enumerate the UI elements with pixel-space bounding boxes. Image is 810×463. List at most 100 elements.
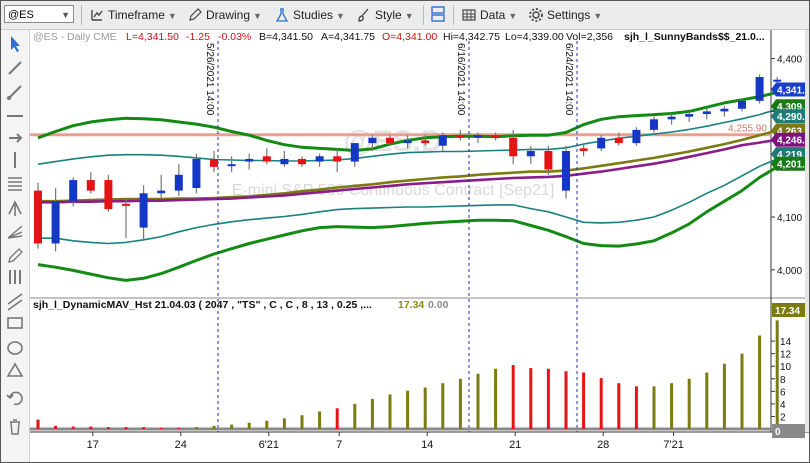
ellipse-icon[interactable] <box>7 341 23 355</box>
layout-button[interactable] <box>429 5 450 25</box>
candle-body <box>509 137 518 157</box>
vertical-line-label: 5/26/2021 14:00 <box>204 43 215 116</box>
candle-body <box>526 151 535 157</box>
indicator-tick-label: 6 <box>780 387 786 398</box>
trash-icon[interactable] <box>10 419 20 435</box>
last-price: L=4,341.50 <box>126 31 179 43</box>
drawing-label: Drawing <box>206 8 251 22</box>
time-tick-label: 7'21 <box>663 439 683 451</box>
candle-body <box>298 158 306 165</box>
candle-body <box>262 156 271 162</box>
timeframe-button[interactable]: Timeframe ▼ <box>89 5 177 25</box>
toolbar-divider <box>423 5 424 25</box>
price-badge-text: 4,309.8 <box>777 102 809 113</box>
studies-button[interactable]: Studies ▼ <box>274 5 345 25</box>
studies-label: Studies <box>293 8 334 22</box>
undo-icon[interactable] <box>6 391 23 406</box>
candle-body <box>227 164 236 167</box>
watermark: @ES.D E-mini S&P 500 Continuous Contract… <box>232 125 555 199</box>
candle-body <box>51 201 60 244</box>
candle-body <box>456 135 465 138</box>
price-tick-label: 4,400 <box>777 55 802 66</box>
study-label[interactable]: sjh_l_SunnyBands$$_21.0... <box>624 31 765 43</box>
price-badge: 4,290.9 <box>771 109 809 124</box>
indicator-tick-label: 12 <box>780 350 792 361</box>
candle-body <box>122 203 130 206</box>
candle-body <box>350 143 359 162</box>
candle-body <box>597 137 606 149</box>
arrow-icon[interactable] <box>9 133 23 143</box>
chart-right-scrollbar[interactable] <box>805 30 809 432</box>
pitchfork-icon[interactable] <box>8 200 22 216</box>
net-change-pct: -0.03% <box>218 31 251 43</box>
zero-badge-text: 0 <box>775 427 781 438</box>
indicator-tick-label: 14 <box>780 337 792 348</box>
pencil-icon[interactable] <box>8 248 23 263</box>
bid-price: B=4,341.50 <box>259 31 313 43</box>
indicator-header: sjh_l_DynamicMAV_Hst 21.04.03 ( 2047 , "… <box>33 299 449 311</box>
trendline-icon[interactable] <box>8 61 22 75</box>
brush-icon <box>358 8 369 22</box>
symbol-interval-label: @ES - Daily CME <box>33 31 117 43</box>
band-outer_lower <box>37 165 778 282</box>
indicator-title[interactable]: sjh_l_DynamicMAV_Hst 21.04.03 ( 2047 , "… <box>33 299 372 311</box>
vertical-line-label: 6/24/2021 14:00 <box>563 43 574 116</box>
price-badge-text: 4,219.2 <box>777 150 809 161</box>
time-tick-label: 17 <box>87 439 99 451</box>
chevron-down-icon: ▼ <box>253 11 262 21</box>
candle-body <box>386 137 394 144</box>
candle-body <box>34 190 42 244</box>
price-badge-text: 4,246.4 <box>777 136 809 147</box>
price-badge-shape <box>771 109 809 124</box>
symbol-value: @ES <box>8 9 34 21</box>
ray-icon[interactable] <box>7 85 22 100</box>
channel-icon[interactable] <box>7 293 23 311</box>
time-tick-label: 6'21 <box>259 439 279 451</box>
settings-label: Settings <box>547 8 591 22</box>
candle-body <box>403 140 412 144</box>
ask-price: A=4,341.75 <box>321 31 375 43</box>
data-label: Data <box>480 8 506 22</box>
band-inner_lower <box>38 158 778 245</box>
watermark-description: E-mini S&P 500 Continuous Contract [Sep2… <box>232 182 555 199</box>
timeframe-icon <box>91 10 103 21</box>
style-button[interactable]: Style ▼ <box>356 5 414 25</box>
chevron-down-icon: ▼ <box>336 11 345 21</box>
chart-header: @ES - Daily CME L=4,341.50 -1.25 -0.03% … <box>33 31 765 43</box>
rectangle-icon[interactable] <box>7 317 23 329</box>
triangle-icon[interactable] <box>6 362 24 377</box>
plot-background <box>30 30 771 432</box>
candle-body <box>174 174 183 191</box>
fibonacci-icon[interactable] <box>8 177 22 191</box>
settings-button[interactable]: Settings ▼ <box>528 5 602 25</box>
chevron-down-icon: ▼ <box>61 10 70 20</box>
vertical-time-lines[interactable]: 5/26/2021 14:00 6/16/2021 14:00 6/24/2021 … <box>204 41 578 432</box>
gann-icon[interactable] <box>7 225 23 239</box>
indicator-badge-text: 17.34 <box>775 306 800 317</box>
time-tick-label: 21 <box>509 439 521 451</box>
candle-body <box>86 180 95 191</box>
time-axis-ticks: 17 24 6'21 7 14 21 28 7'21 <box>87 432 684 451</box>
price-badge-text: 4,263.7 <box>777 127 809 138</box>
toolbar-divider <box>453 5 454 25</box>
candle-body <box>368 137 377 144</box>
volume: Vol=2,356 <box>566 31 613 43</box>
band-mid <box>38 138 778 204</box>
candle-body <box>280 158 289 165</box>
indicator-value: 17.34 <box>398 299 424 311</box>
drawing-button[interactable]: Drawing ▼ <box>187 5 262 25</box>
pencil-icon <box>189 8 202 21</box>
candle-body <box>614 137 623 144</box>
low-price: Lo=4,339.00 <box>505 31 564 43</box>
candle-body <box>720 108 729 112</box>
candle-body <box>421 140 430 144</box>
symbol-input[interactable]: @ES ▼ <box>4 5 74 23</box>
data-button[interactable]: Data ▼ <box>461 5 517 25</box>
bars-icon[interactable] <box>9 270 21 284</box>
cursor-icon[interactable] <box>11 36 20 52</box>
toolbar-divider <box>81 5 82 25</box>
time-tick-label: 28 <box>597 439 609 451</box>
indicator-tick-label: 8 <box>780 375 786 386</box>
